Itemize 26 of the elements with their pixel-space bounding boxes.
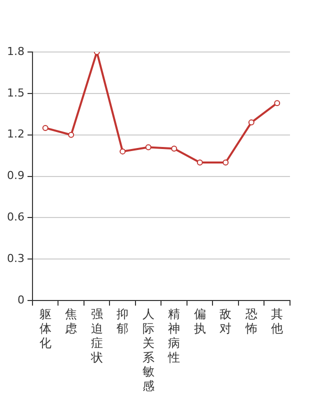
x-tick-label: 其他 [271,307,284,336]
point [42,124,48,131]
y-tick-label: 0.3 [6,252,24,266]
x-tick-label: 抑郁 [116,307,129,336]
x-tick-label: 躯体化 [39,307,52,350]
x-tick-label: 恐怖 [244,307,258,336]
y-tick-label: 1.8 [6,44,24,58]
x-tick-label: 焦虑 [65,307,78,336]
y-tick-label: 0.6 [6,210,24,224]
point [120,148,126,154]
y-tick-label: 0.9 [6,169,24,182]
point [145,144,152,150]
x-tick-label: 偏执 [194,307,206,336]
x-tick-label: 精神病性 [167,307,180,364]
x-tick-label: 强迫症状 [90,307,103,364]
point [222,159,229,166]
point [248,119,254,126]
y-tick-label: 0 [17,293,24,306]
x-tick-label: 人际关系敏感 [142,307,154,394]
x-tick-label: 敌对 [220,307,232,336]
point [274,100,280,106]
point [196,159,203,166]
y-tick-label: 1.5 [6,86,24,100]
point [68,132,74,138]
y-tick-label: 1.2 [6,128,24,141]
point [171,146,178,152]
